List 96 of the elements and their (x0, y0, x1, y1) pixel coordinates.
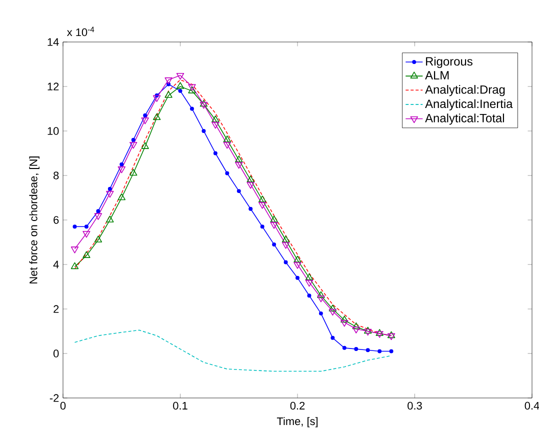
legend-label: Rigorous (426, 56, 472, 68)
point (246, 182, 254, 189)
point (188, 84, 196, 91)
point (223, 136, 232, 142)
legend-label: Analytical:Inertia (425, 99, 513, 110)
point (236, 189, 241, 194)
point (248, 206, 253, 211)
point (118, 193, 126, 200)
point (82, 230, 90, 238)
point (270, 222, 278, 229)
point (213, 151, 218, 156)
x-tick-label: 0.3 (408, 402, 422, 410)
point (143, 113, 148, 118)
point (296, 276, 300, 280)
point (307, 294, 312, 298)
point (70, 246, 79, 254)
point (130, 168, 138, 176)
point (366, 348, 370, 352)
point (96, 209, 100, 214)
point (131, 138, 136, 142)
point (284, 260, 288, 264)
legend-label: Analytical:Drag (425, 85, 505, 96)
y-tick-label: 14 (48, 38, 59, 46)
y-axis-title: Net force on chordeae, [N] (29, 156, 40, 284)
point (318, 311, 323, 316)
point (82, 251, 90, 258)
point (342, 346, 346, 350)
point (223, 142, 232, 149)
point (212, 122, 220, 129)
point (258, 202, 266, 209)
point (317, 291, 325, 298)
point (317, 295, 325, 302)
point (178, 88, 182, 93)
x-tick-label: 0 (60, 402, 66, 410)
point (330, 336, 335, 340)
y-tick-label: 8 (54, 172, 59, 180)
point (352, 322, 360, 330)
point (212, 115, 220, 122)
y-tick-label: 4 (53, 260, 59, 268)
point (260, 224, 264, 229)
point (225, 171, 230, 176)
point (188, 86, 196, 94)
point (389, 349, 394, 354)
point (120, 162, 124, 166)
y-tick-label: 10 (48, 127, 59, 135)
y-tick-label: 0 (53, 350, 59, 358)
x-tick-label: 0.4 (524, 402, 539, 410)
point (246, 176, 254, 182)
text: x 10$^{-4}$ (66, 26, 94, 36)
point (378, 349, 382, 354)
point (106, 216, 114, 222)
point (328, 304, 337, 312)
point (72, 224, 77, 229)
point (328, 308, 337, 316)
point (340, 320, 348, 327)
point (270, 216, 278, 222)
point (164, 77, 172, 84)
point (70, 262, 79, 270)
legend-label: Analytical:Total (425, 114, 504, 125)
legend-label: ALM (425, 71, 449, 80)
point (305, 280, 314, 287)
y-tick-label: 12 (48, 82, 59, 90)
point (106, 190, 114, 198)
point (202, 128, 206, 133)
point (176, 82, 184, 89)
point (258, 196, 266, 202)
point (282, 242, 290, 249)
point (141, 117, 149, 124)
point (130, 142, 138, 149)
point (152, 113, 161, 120)
point (164, 91, 172, 98)
point (141, 142, 149, 149)
point (190, 106, 194, 111)
point (282, 236, 290, 242)
point (84, 224, 88, 229)
point (235, 156, 243, 162)
point (108, 186, 112, 191)
point (94, 236, 102, 242)
y-tick-label: 2 (54, 305, 59, 313)
point (118, 166, 126, 174)
x-tick-label: 0.2 (290, 402, 305, 410)
point (354, 347, 358, 352)
point (235, 162, 243, 169)
point (152, 95, 161, 102)
point (94, 213, 102, 220)
y-tick-label: -2 (50, 394, 59, 402)
point (305, 273, 314, 280)
point (272, 242, 276, 246)
point (294, 262, 302, 269)
y-tick-label: 6 (54, 216, 59, 224)
point (352, 326, 360, 334)
point (294, 256, 302, 262)
x-axis-title: Time, [s] (276, 417, 318, 428)
point (340, 316, 348, 322)
x-tick-label: 0.1 (173, 402, 188, 410)
point (176, 72, 184, 80)
